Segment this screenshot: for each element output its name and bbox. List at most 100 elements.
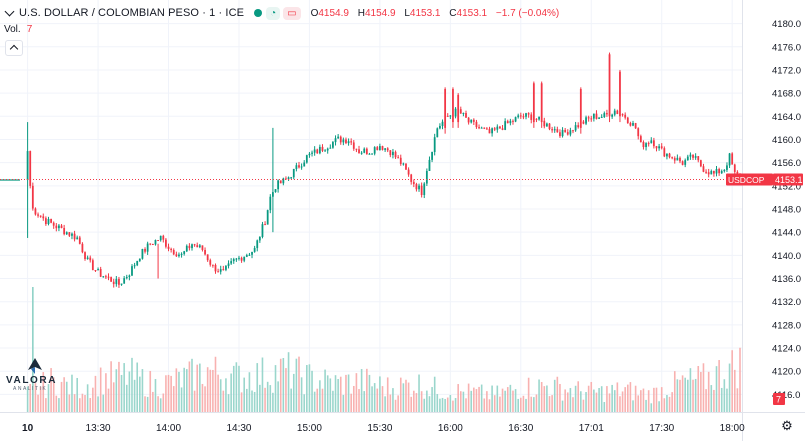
candle-body: [679, 157, 681, 162]
volume-bar: [102, 394, 105, 412]
volume-bar: [540, 381, 543, 412]
candle-body: [553, 129, 556, 131]
volume-bar: [514, 389, 517, 412]
candle-body: [295, 165, 298, 169]
candle-body: [394, 151, 397, 158]
candle-body: [517, 115, 520, 118]
candle-body: [123, 278, 126, 284]
volume-bar: [585, 392, 587, 412]
volume-bar: [551, 395, 553, 412]
chevron-down-icon[interactable]: [4, 6, 15, 17]
volume-bar: [342, 394, 345, 412]
volume-bar: [248, 372, 251, 412]
volume-bar: [386, 377, 389, 412]
candle-body: [68, 232, 71, 236]
volume-bar: [538, 379, 540, 412]
volume-bar: [269, 385, 272, 412]
candle-body: [467, 117, 470, 123]
volume-bar: [611, 384, 613, 412]
gear-icon[interactable]: ⚙: [781, 418, 793, 433]
volume-bar: [426, 390, 428, 412]
volume-bar: [292, 373, 295, 412]
volume-bar: [316, 388, 319, 412]
candle-body: [81, 243, 84, 253]
candle-body: [204, 249, 206, 255]
candle-body: [157, 240, 159, 242]
volume-bar: [486, 391, 488, 412]
candle-body: [407, 169, 410, 175]
candle-body: [470, 119, 473, 123]
candle-body: [522, 116, 525, 118]
volume-bar: [658, 401, 660, 412]
volume-bar: [290, 388, 292, 412]
candle-body: [491, 128, 493, 134]
candle-body: [694, 156, 697, 158]
volume-bar: [512, 390, 514, 412]
volume-bar: [496, 385, 499, 412]
volume-bar: [702, 363, 705, 412]
candle-body: [530, 114, 533, 120]
volume-bar: [339, 376, 342, 412]
volume-bar: [530, 396, 533, 412]
candle-body: [193, 244, 196, 246]
candle-body: [31, 185, 34, 209]
volume-bar: [264, 387, 266, 412]
candle-body: [689, 154, 692, 157]
flag-icon[interactable]: ▭: [283, 6, 301, 20]
candle-body: [42, 216, 45, 219]
volume-bar: [219, 379, 222, 412]
candle-body: [574, 125, 577, 131]
candle-body: [324, 150, 326, 152]
replay-icon[interactable]: ◔: [266, 6, 281, 20]
volume-bar: [313, 391, 316, 412]
price-tick-label: 4176.0: [772, 42, 801, 53]
collapse-legend-button[interactable]: [5, 40, 23, 56]
volume-bar: [423, 398, 426, 412]
volume-bar: [282, 358, 285, 412]
volume-bar: [517, 398, 519, 412]
candle-body: [107, 276, 110, 278]
candle-body: [368, 153, 371, 155]
price-tick-label: 4116.0: [772, 390, 800, 401]
volume-bar: [89, 398, 92, 412]
volume-bar: [381, 386, 384, 412]
symbol-badge: [726, 173, 773, 186]
candle-body: [84, 252, 86, 260]
volume-bar: [193, 390, 196, 412]
candle-body: [405, 163, 407, 170]
candle-body: [600, 116, 603, 118]
volume-bar: [149, 370, 152, 412]
candle-body: [29, 151, 32, 186]
candle-body: [642, 142, 645, 148]
candle-body: [731, 153, 734, 165]
volume-bar: [705, 389, 707, 412]
volume-bar: [188, 361, 191, 412]
volume-bar: [379, 376, 381, 412]
volume-bar: [29, 383, 32, 412]
volume-bar: [488, 399, 491, 412]
volume-bar: [392, 388, 394, 412]
candle-body: [686, 156, 689, 161]
candle-body: [624, 114, 627, 118]
volume-bar: [277, 381, 279, 412]
volume-bar: [172, 386, 175, 412]
candle-body: [585, 117, 587, 124]
price-tick-label: 4180.0: [772, 19, 801, 30]
price-tick-label: 4132.0: [772, 297, 801, 308]
candle-body: [363, 148, 366, 153]
candle-body: [629, 123, 632, 126]
candle-body: [626, 117, 629, 124]
candle-body: [138, 258, 141, 261]
volume-bar: [76, 377, 78, 412]
candle-body: [572, 130, 574, 132]
volume-bar: [436, 394, 439, 412]
volume-bar: [84, 394, 86, 412]
candle-body: [509, 120, 512, 124]
symbol-title[interactable]: U.S. DOLLAR / COLOMBIAN PESO · 1 · ICE: [19, 7, 245, 19]
volume-bar: [420, 391, 423, 412]
candle-body: [402, 163, 405, 165]
volume-bar: [261, 357, 264, 412]
candle-body: [279, 180, 282, 184]
candle-body: [595, 113, 598, 119]
